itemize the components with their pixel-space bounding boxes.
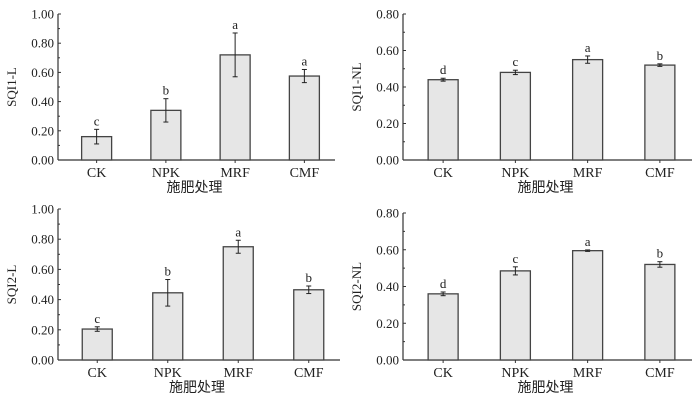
y-tick-label: 0.00 xyxy=(376,353,399,368)
y-axis-label: SQI2-L xyxy=(4,265,19,305)
x-axis-label: 施肥处理 xyxy=(167,180,223,196)
x-tick-label: CK xyxy=(433,366,452,381)
bar-cmf xyxy=(288,75,321,161)
y-axis-label: SQI2-NL xyxy=(349,262,364,311)
y-tick-label: 0.00 xyxy=(376,153,399,168)
significance-label: c xyxy=(94,311,100,326)
x-tick-label: NPK xyxy=(501,366,529,381)
y-tick-label: 0.80 xyxy=(376,206,399,221)
y-tick-label: 1.00 xyxy=(31,202,54,217)
bar-ck xyxy=(427,79,459,161)
x-axis-label: 施肥处理 xyxy=(518,380,574,396)
significance-label: c xyxy=(512,54,518,69)
x-tick-label: CMF xyxy=(294,366,324,381)
significance-label: b xyxy=(657,48,664,63)
y-tick-label: 0.60 xyxy=(376,242,399,257)
significance-label: a xyxy=(301,53,307,68)
y-tick-label: 0.60 xyxy=(31,262,54,277)
y-tick-label: 0.80 xyxy=(31,36,54,51)
y-tick-label: 0.20 xyxy=(376,116,399,131)
bar-mrf xyxy=(571,58,604,161)
chart-panel-4: 0.00 0.20 0.40 0.60 0.80 SQI2-NL d CK c NPK a MRF b C… xyxy=(349,206,692,396)
bar-mrf xyxy=(571,250,604,361)
bar-mrf xyxy=(222,246,254,361)
significance-label: d xyxy=(440,62,447,77)
y-axis-label: SQI1-L xyxy=(4,67,19,107)
y-tick-label: 0.60 xyxy=(376,43,399,58)
x-tick-label: NPK xyxy=(501,166,529,181)
bar-npk xyxy=(499,270,532,361)
x-tick-label: MRF xyxy=(220,166,250,181)
x-tick-label: CK xyxy=(433,166,452,181)
significance-label: a xyxy=(585,234,591,249)
significance-label: b xyxy=(163,83,170,98)
bar-npk xyxy=(499,71,532,161)
x-tick-label: CMF xyxy=(290,166,320,181)
chart-panel-1: 0.00 0.20 0.40 0.60 0.80 1.00 SQI1-L c CK b NPK a MR… xyxy=(4,7,335,196)
bar-cmf xyxy=(644,64,676,161)
y-tick-label: 0.40 xyxy=(376,279,399,294)
x-axis-label: 施肥处理 xyxy=(518,180,574,196)
significance-label: b xyxy=(657,246,664,261)
y-axis-label: SQI1-NL xyxy=(349,62,364,111)
x-tick-label: MRF xyxy=(573,366,603,381)
bar-ck xyxy=(81,328,113,361)
x-tick-label: CK xyxy=(87,166,106,181)
y-tick-label: 0.40 xyxy=(31,292,54,307)
y-tick-label: 0.80 xyxy=(376,7,399,22)
bar-ck xyxy=(427,293,459,361)
chart-panel-2: 0.00 0.20 0.40 0.60 0.80 SQI1-NL d CK c NPK a MRF b C… xyxy=(349,7,692,196)
bar-cmf xyxy=(644,263,676,361)
significance-label: c xyxy=(94,113,100,128)
y-tick-label: 0.00 xyxy=(31,353,54,368)
x-tick-label: NPK xyxy=(154,366,182,381)
y-tick-label: 1.00 xyxy=(31,7,54,22)
y-tick-label: 0.20 xyxy=(31,123,54,138)
y-tick-label: 0.00 xyxy=(31,153,54,168)
chart-panel-3: 0.00 0.20 0.40 0.60 0.80 1.00 SQI2-L c CK b NPK a MR… xyxy=(4,202,340,396)
significance-label: d xyxy=(440,276,447,291)
significance-label: a xyxy=(585,40,591,55)
y-tick-label: 0.40 xyxy=(31,94,54,109)
x-tick-label: CMF xyxy=(645,166,675,181)
y-tick-label: 0.20 xyxy=(376,316,399,331)
x-axis-label: 施肥处理 xyxy=(169,380,225,396)
significance-label: b xyxy=(306,270,313,285)
significance-label: a xyxy=(232,17,238,32)
y-tick-label: 0.20 xyxy=(31,322,54,337)
x-tick-label: CMF xyxy=(645,366,675,381)
significance-label: b xyxy=(165,264,172,279)
y-tick-label: 0.60 xyxy=(31,65,54,80)
bar-cmf xyxy=(293,289,325,361)
significance-label: a xyxy=(235,224,241,239)
x-tick-label: NPK xyxy=(152,166,180,181)
y-tick-label: 0.40 xyxy=(376,80,399,95)
x-tick-label: MRF xyxy=(223,366,253,381)
y-tick-label: 0.80 xyxy=(31,232,54,247)
x-tick-label: MRF xyxy=(573,166,603,181)
significance-label: c xyxy=(512,251,518,266)
x-tick-label: CK xyxy=(88,366,107,381)
